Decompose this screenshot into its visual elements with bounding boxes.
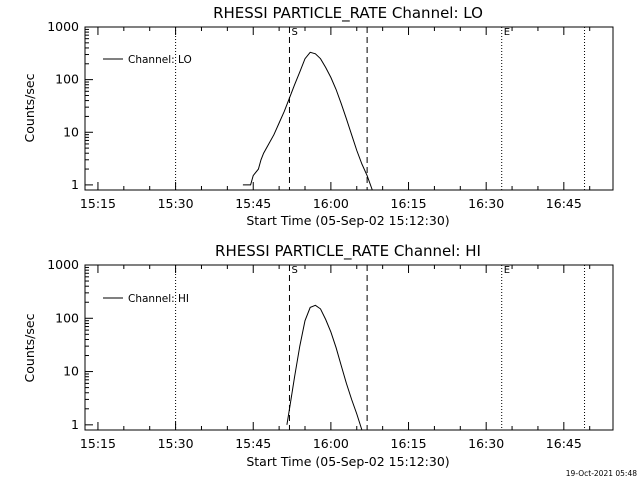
marker-label: S	[291, 265, 297, 276]
legend: Channel: HI	[103, 293, 189, 305]
x-tick-label: 15:45	[235, 196, 271, 211]
x-axis: 15:15 15:30 15:45 16:00 16:15 16:30 16:45	[80, 27, 591, 211]
x-axis-label: Start Time (05-Sep-02 15:12:30)	[246, 213, 449, 228]
x-tick-label: 15:15	[80, 196, 116, 211]
series-line-lo	[242, 51, 373, 191]
y-tick-label: 1000	[47, 257, 79, 272]
y-tick-label: 100	[55, 310, 79, 325]
x-tick-label: 16:30	[468, 436, 504, 451]
y-tick-label: 10	[63, 364, 79, 379]
y-tick-label: 100	[55, 72, 79, 87]
x-tick-label: 15:45	[235, 436, 271, 451]
footer-timestamp: 19-Oct-2021 05:48	[566, 469, 637, 478]
series-line-hi	[286, 304, 363, 431]
y-axis: 1 10 100 1000	[47, 19, 93, 192]
legend: Channel: LO	[103, 54, 192, 66]
legend-label: Channel: HI	[128, 293, 189, 305]
x-tick-label: 15:30	[158, 436, 194, 451]
x-tick-label: 16:15	[391, 436, 427, 451]
legend-label: Channel: LO	[128, 54, 192, 66]
marker-label: E	[504, 265, 510, 276]
x-tick-label: 15:15	[80, 436, 116, 451]
chart-title: RHESSI PARTICLE_RATE Channel: LO	[213, 4, 483, 23]
x-tick-label: 16:15	[391, 196, 427, 211]
x-tick-label: 16:30	[468, 196, 504, 211]
y-axis: 1 10 100 1000	[47, 257, 93, 432]
x-tick-label: 16:45	[546, 436, 582, 451]
x-axis-label: Start Time (05-Sep-02 15:12:30)	[246, 454, 449, 469]
x-tick-label: 16:00	[313, 196, 349, 211]
x-tick-label: 16:00	[313, 436, 349, 451]
plot-frame	[84, 26, 614, 191]
x-axis: 15:15 15:30 15:45 16:00 16:15 16:30 16:45	[80, 265, 591, 451]
plot-frame	[84, 264, 614, 431]
marker-label: S	[291, 27, 297, 38]
x-tick-label: 16:45	[546, 196, 582, 211]
y-tick-label: 1000	[47, 19, 79, 34]
y-axis-label: Counts/sec	[22, 313, 37, 382]
x-tick-label: 15:30	[158, 196, 194, 211]
y-tick-label: 10	[63, 124, 79, 139]
chart-title: RHESSI PARTICLE_RATE Channel: HI	[215, 242, 481, 261]
y-axis-label: Counts/sec	[22, 73, 37, 142]
y-tick-label: 1	[71, 177, 79, 192]
marker-label: E	[504, 27, 510, 38]
y-tick-label: 1	[71, 417, 79, 432]
